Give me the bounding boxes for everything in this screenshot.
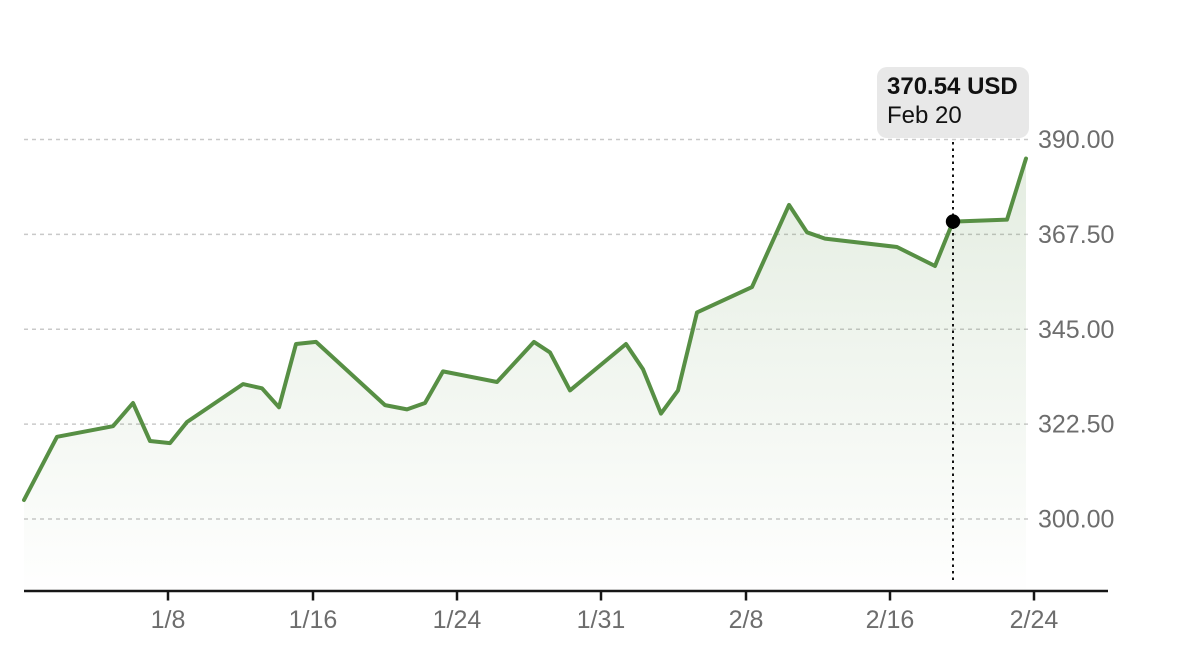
tooltip-price: 370.54 USD [887,73,1018,100]
x-axis-label: 1/31 [577,606,626,634]
price-line [22,156,1028,502]
price-tooltip: 370.54 USD Feb 20 [877,67,1029,138]
y-axis-label: 367.50 [1038,221,1114,249]
area-fill [24,158,1026,589]
x-axis-label: 2/8 [729,606,764,634]
marker-dot [945,214,961,229]
y-axis-label: 300.00 [1038,506,1114,534]
y-axis-labels: 390.00 367.50 345.00 322.50 300.00 [1038,126,1114,534]
x-axis-label: 1/24 [433,606,482,634]
area-shade [24,158,1026,589]
y-axis-label: 345.00 [1038,316,1114,344]
x-axis-label: 1/16 [289,606,338,634]
tooltip-date: Feb 20 [887,102,962,129]
y-axis-label: 322.50 [1038,411,1114,439]
price-line-path [22,156,1028,502]
x-axis-label: 2/24 [1010,606,1059,634]
crosshair [945,129,961,584]
x-axis-label: 1/8 [151,606,186,634]
y-axis-label: 390.00 [1038,126,1114,154]
x-axis: 1/8 1/16 1/24 1/31 2/8 2/16 2/24 [24,589,1108,634]
x-axis-label: 2/16 [866,606,915,634]
